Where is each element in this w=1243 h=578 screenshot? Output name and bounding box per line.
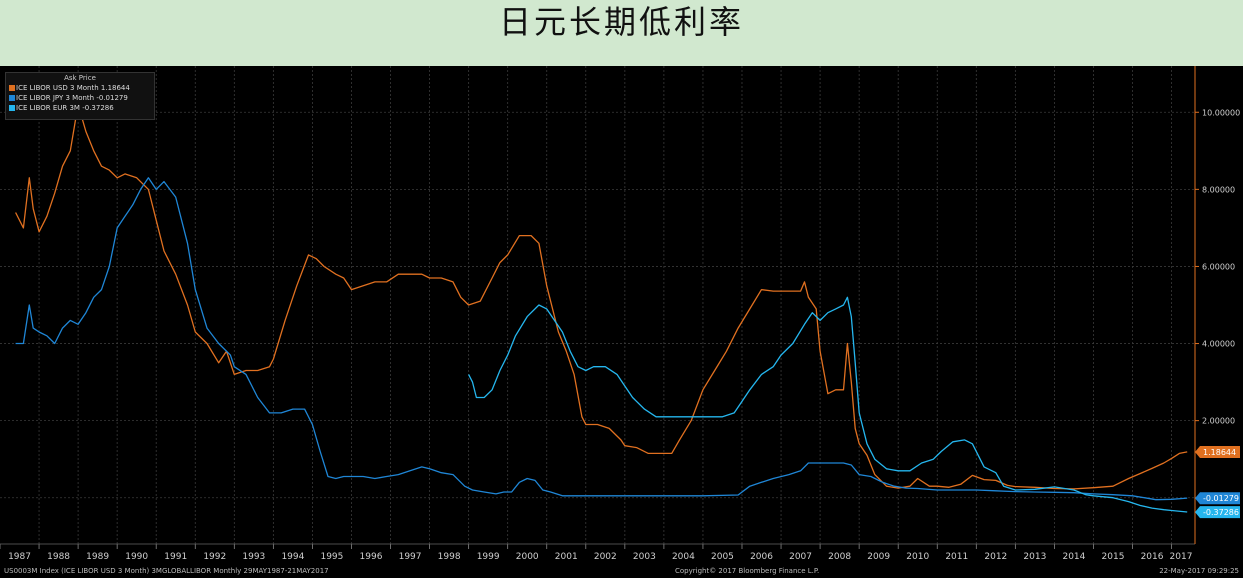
last-value-tag-0 — [1195, 446, 1240, 459]
x-tick-label: 2013 — [1023, 552, 1046, 562]
page-title: 日元长期低利率 — [498, 3, 744, 41]
legend-item-eur: ICE LIBOR EUR 3M -0.37286 — [6, 103, 154, 113]
x-tick-label: 1998 — [438, 552, 461, 562]
last-value-tag-2 — [1195, 506, 1240, 519]
x-tick-label: 2002 — [594, 552, 617, 562]
x-tick-label: 2006 — [750, 552, 773, 562]
chart-panel: 1987 1988 1989 1990 1991 1992 1993 1994 1995 1996… — [0, 66, 1243, 578]
x-tick-label: 2009 — [867, 552, 890, 562]
series-line-2 — [468, 296, 1188, 513]
legend-value-jpy: -0.01279 — [96, 94, 128, 102]
title-banner: 日元长期低利率 — [0, 0, 1243, 66]
legend-value-eur: -0.37286 — [82, 104, 114, 112]
y-tick-label: 10.00000 — [1202, 108, 1240, 117]
footer-security-info: US0003M Index (ICE LIBOR USD 3 Month) 3M… — [4, 567, 329, 575]
legend-title: Ask Price — [64, 74, 96, 82]
legend-swatch-jpy — [9, 95, 15, 101]
x-tick-label: 2011 — [945, 552, 968, 562]
legend-swatch-usd — [9, 85, 15, 91]
x-tick-label: 1987 — [8, 552, 31, 562]
x-tick-label: 1995 — [320, 552, 343, 562]
x-tick-label: 2010 — [906, 552, 929, 562]
line-chart: 1987 1988 1989 1990 1991 1992 1993 1994 1995 1996… — [0, 66, 1240, 562]
legend-swatch-eur — [9, 105, 15, 111]
grid — [0, 66, 1195, 544]
y-tick-label: 4.00000 — [1202, 340, 1235, 349]
series-lines — [15, 103, 1188, 513]
x-tick-label: 2017 — [1170, 552, 1193, 562]
y-tick-label: 8.00000 — [1202, 185, 1235, 194]
last-value-tag-1 — [1195, 492, 1240, 505]
x-tick-label: 2003 — [633, 552, 656, 562]
x-tick-label: 2012 — [984, 552, 1007, 562]
last-value-label-1: -0.01279 — [1203, 494, 1239, 503]
x-tick-label: 1997 — [399, 552, 422, 562]
x-tick-label: 2015 — [1102, 552, 1125, 562]
legend-item-usd: ICE LIBOR USD 3 Month 1.18644 — [6, 83, 154, 93]
x-tick-label: 1991 — [164, 552, 187, 562]
x-tick-label: 2016 — [1141, 552, 1164, 562]
x-tick-label: 1989 — [86, 552, 109, 562]
x-tick-label: 1994 — [281, 552, 304, 562]
x-tick-label: 2007 — [789, 552, 812, 562]
x-tick-label: 2000 — [516, 552, 539, 562]
x-tick-label: 1990 — [125, 552, 148, 562]
x-tick-label: 1988 — [47, 552, 70, 562]
x-tick-label: 2001 — [555, 552, 578, 562]
series-line-1 — [15, 177, 1188, 501]
x-tick-label: 2008 — [828, 552, 851, 562]
x-tick-label: 1993 — [242, 552, 265, 562]
legend-label-jpy: ICE LIBOR JPY 3 Month — [16, 94, 95, 102]
y-tick-label: 6.00000 — [1202, 262, 1235, 271]
x-tick-label: 2005 — [711, 552, 734, 562]
x-tick-label: 1992 — [203, 552, 226, 562]
x-axis: 1987 1988 1989 1990 1991 1992 1993 1994 1995 1996… — [0, 543, 1195, 562]
legend-value-usd: 1.18644 — [100, 84, 130, 92]
x-tick-label: 1996 — [360, 552, 383, 562]
series-line-0 — [15, 103, 1188, 490]
x-tick-label: 1999 — [477, 552, 500, 562]
last-value-label-0: 1.18644 — [1203, 448, 1236, 457]
legend-item-jpy: ICE LIBOR JPY 3 Month -0.01279 — [6, 93, 154, 103]
footer-copyright: Copyright© 2017 Bloomberg Finance L.P. — [675, 567, 820, 575]
y-tick-label: 2.00000 — [1202, 417, 1235, 426]
legend-label-eur: ICE LIBOR EUR 3M — [16, 104, 80, 112]
x-tick-label: 2004 — [672, 552, 695, 562]
legend: Ask Price ICE LIBOR USD 3 Month 1.18644 … — [5, 72, 155, 120]
footer-timestamp: 22-May-2017 09:29:25 — [1159, 567, 1239, 575]
y-axis: 2.00000 4.00000 6.00000 8.00000 10.00000 — [1194, 66, 1240, 544]
last-value-label-2: -0.37286 — [1203, 508, 1239, 517]
x-tick-label: 2014 — [1062, 552, 1085, 562]
last-value-tags: 1.18644 -0.01279 -0.37286 — [1195, 446, 1240, 519]
legend-label-usd: ICE LIBOR USD 3 Month — [16, 84, 99, 92]
